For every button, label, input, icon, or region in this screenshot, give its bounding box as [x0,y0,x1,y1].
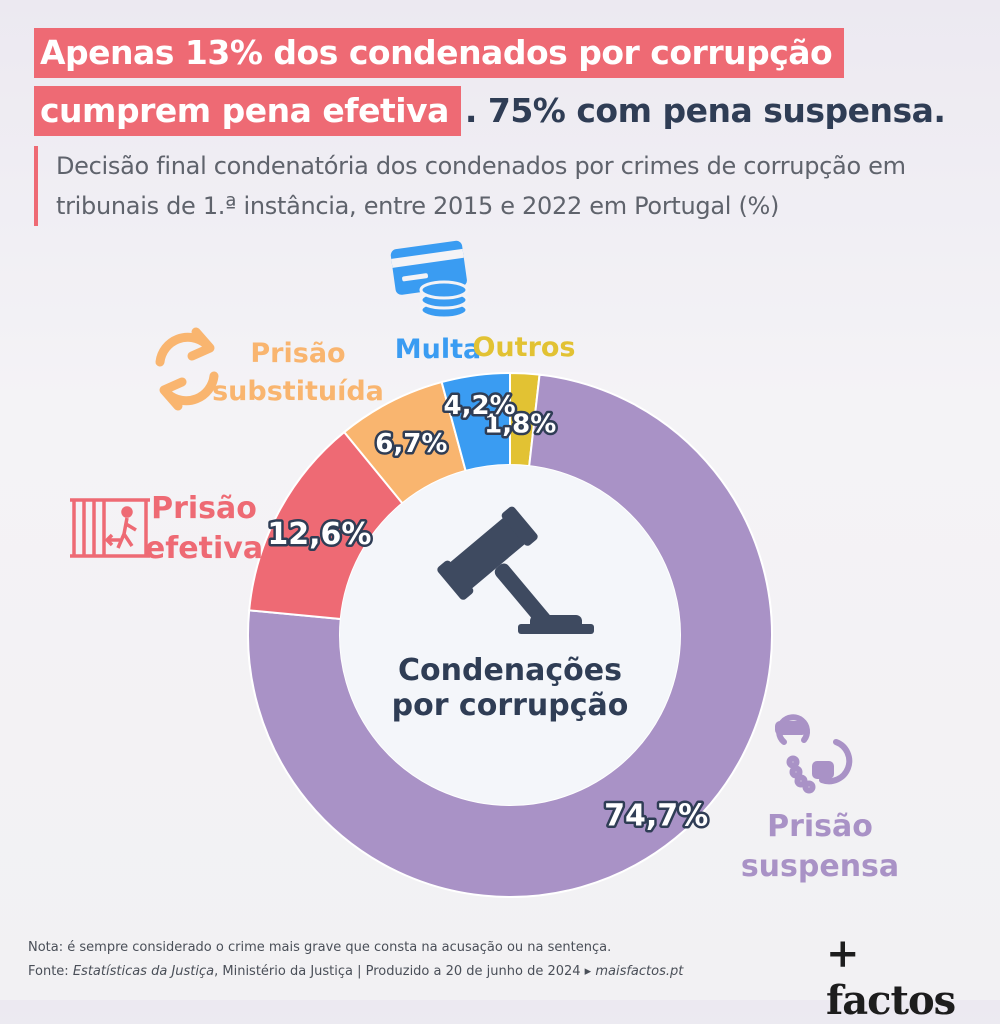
label-efetiva-2: efetiva [145,531,263,566]
source-prefix: Fonte: [28,964,73,979]
center-label-line-1: Condenações [398,653,622,688]
label-multa: Multa [395,334,481,365]
coins [419,280,469,320]
site-link[interactable]: maisfactos.pt [595,964,684,979]
label-substituida-1: Prisão [250,338,345,369]
donut-chart: Condenações por corrupção 1,8% 74,7% 12,6%… [70,240,899,898]
label-suspensa-1: Prisão [767,809,873,844]
headline-highlight-2: cumprem pena efetiva [34,86,461,136]
label-efetiva-1: Prisão [151,491,257,526]
label-substituida-2: substituída [212,376,384,407]
headline-rest: . 75% com pena suspensa. [464,91,946,130]
brand-logo: + factos [826,930,956,1024]
value-label-3: 6,7% [375,429,447,459]
source-name: Estatísticas da Justiça [72,964,215,979]
donut-slices [247,371,773,898]
center-label-line-2: por corrupção [392,688,629,723]
swap-arrows-icon [155,327,219,411]
label-suspensa-2: suspensa [741,849,899,884]
value-label-0: 1,8% [484,409,556,439]
value-label-1: 74,7% [604,799,708,834]
headline-highlight-1: Apenas 13% dos condenados por corrupção [34,28,845,78]
handcuffs-icon [775,714,853,794]
footer-note: Nota: é sempre considerado o crime mais … [28,940,612,955]
headline-line-2: cumprem pena efetiva. 75% com pena suspe… [34,86,974,140]
subtitle: Decisão final condenatória dos condenado… [34,146,956,226]
value-labels: 1,8% 74,7% 12,6% 6,7% 4,2% [265,388,711,836]
headline-line-1: Apenas 13% dos condenados por corrupção [34,28,974,82]
footer: Nota: é sempre considerado o crime mais … [28,936,748,984]
headline: Apenas 13% dos condenados por corrupção … [34,28,974,144]
value-label-4: 4,2% [444,391,516,421]
source-rest: , Ministério da Justiça | Produzido a 20… [214,964,596,979]
donut-hole [340,465,680,805]
gavel-icon [437,506,594,634]
prison-exit-icon [70,498,150,558]
label-outros: Outros [472,332,575,363]
footer-source: Fonte: Estatísticas da Justiça, Ministér… [28,960,748,984]
value-label-2: 12,6% [267,517,371,552]
